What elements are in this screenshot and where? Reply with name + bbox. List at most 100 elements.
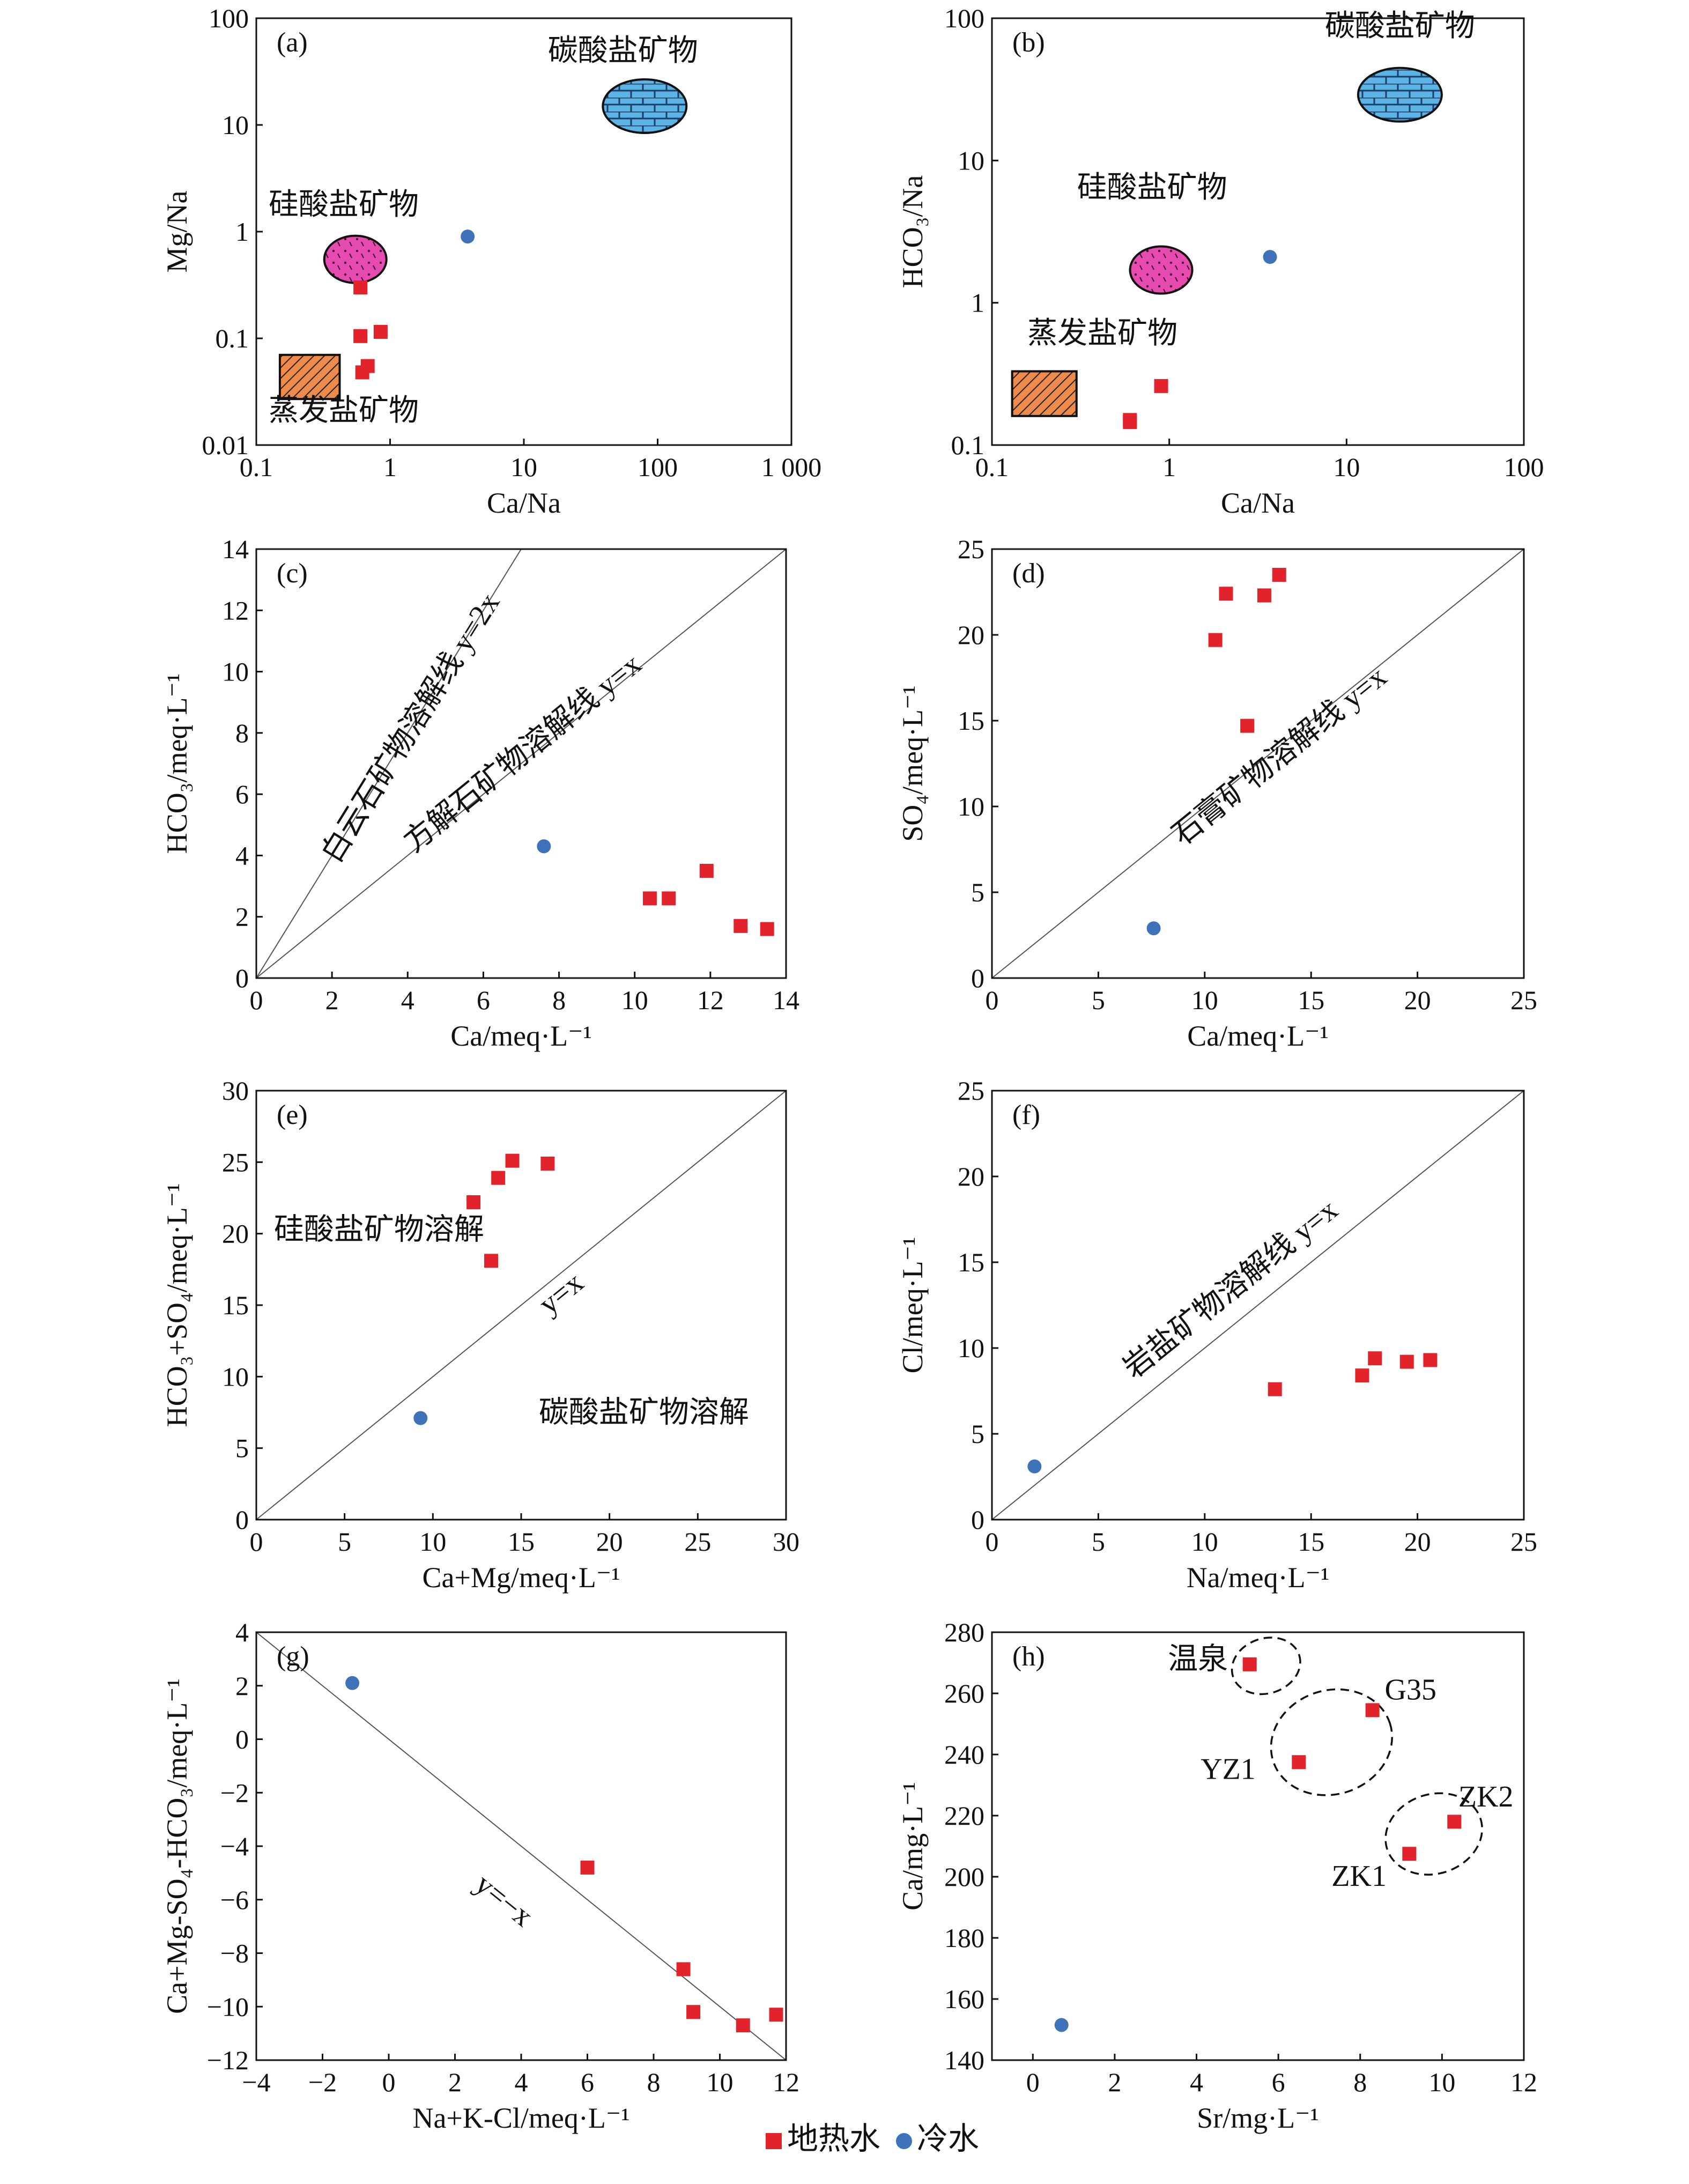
y-tick-label-b-1: 1 bbox=[971, 288, 984, 318]
y-tick-label-b-3: 100 bbox=[944, 3, 984, 33]
x-tick-label-h-2: 4 bbox=[1190, 2067, 1203, 2097]
y-tick-label-c-6: 12 bbox=[222, 595, 249, 625]
y-tick-label-d-5: 25 bbox=[958, 534, 984, 564]
point-label-h-4: ZK1 bbox=[1331, 1860, 1387, 1893]
sample-group-h-0 bbox=[1231, 1637, 1301, 1696]
geothermal-point-h-3 bbox=[1447, 1815, 1462, 1829]
y-tick-label-e-5: 25 bbox=[222, 1147, 249, 1177]
x-tick-label-c-2: 4 bbox=[401, 985, 414, 1015]
y-tick-label-f-4: 20 bbox=[958, 1161, 984, 1191]
cold-water-point-f-0 bbox=[1027, 1459, 1042, 1474]
geothermal-point-g-4 bbox=[769, 2008, 783, 2022]
x-axis-label-g: Na+K-Cl/meq·L⁻¹ bbox=[412, 2102, 629, 2134]
x-tick-label-g-2: 0 bbox=[382, 2067, 396, 2097]
x-tick-label-b-3: 100 bbox=[1504, 452, 1544, 482]
chart-e: y=x 0 5 10 15 20 25 30 0 5 10 15 20 25 30 Ca+Mg/meq·L⁻¹… bbox=[161, 1076, 799, 1594]
panel-title-f: (f) bbox=[1012, 1100, 1040, 1130]
x-tick-label-c-3: 6 bbox=[477, 985, 490, 1015]
reference-line-d-0 bbox=[992, 549, 1524, 978]
y-tick-label-h-2: 180 bbox=[944, 1923, 984, 1953]
geothermal-point-g-2 bbox=[686, 2005, 701, 2019]
panel-title-g: (g) bbox=[277, 1641, 309, 1672]
panel-title-d: (d) bbox=[1012, 558, 1045, 589]
panel-title-c: (c) bbox=[277, 558, 308, 589]
y-tick-label-g-6: 0 bbox=[235, 1724, 249, 1754]
y-tick-label-c-7: 14 bbox=[222, 534, 249, 564]
x-tick-label-g-3: 2 bbox=[448, 2067, 462, 2097]
y-tick-label-e-1: 5 bbox=[235, 1433, 249, 1463]
region-a-1 bbox=[323, 234, 388, 284]
y-tick-label-a-4: 100 bbox=[209, 3, 249, 33]
plot-frame-c bbox=[255, 548, 787, 979]
panel-title-h: (h) bbox=[1012, 1641, 1045, 1672]
chart-g: y=−x −4 −2 0 2 4 6 8 10 12 −12 −10 −8 −6 −4 −2 0 2 4 Na+K-C… bbox=[161, 1617, 799, 2134]
x-tick-label-g-4: 4 bbox=[515, 2067, 528, 2097]
geothermal-point-h-1 bbox=[1365, 1703, 1380, 1717]
y-tick-label-a-1: 0.1 bbox=[216, 323, 249, 353]
reference-line-label-f-0: 岩盐矿物溶解线 y=x bbox=[1117, 1193, 1344, 1385]
x-tick-label-d-3: 15 bbox=[1298, 985, 1324, 1015]
x-tick-label-g-0: −4 bbox=[242, 2067, 270, 2097]
x-tick-label-b-2: 10 bbox=[1333, 452, 1360, 482]
y-tick-label-g-2: −8 bbox=[220, 1938, 249, 1968]
geothermal-point-a-4 bbox=[360, 359, 375, 373]
annotation-e-0: 硅酸盐矿物溶解 bbox=[274, 1213, 484, 1246]
x-tick-label-f-0: 0 bbox=[986, 1527, 999, 1557]
geothermal-point-a-1 bbox=[353, 329, 368, 343]
panel-title-e: (e) bbox=[277, 1100, 308, 1130]
y-tick-label-c-2: 4 bbox=[235, 840, 249, 870]
geothermal-point-d-3 bbox=[1257, 588, 1271, 603]
legend: 地热水 冷水 bbox=[766, 2121, 979, 2156]
y-tick-label-a-0: 0.01 bbox=[202, 430, 249, 460]
y-tick-label-c-1: 2 bbox=[235, 902, 249, 932]
x-tick-label-e-1: 5 bbox=[338, 1527, 351, 1557]
x-axis-label-h: Sr/mg·L⁻¹ bbox=[1197, 2102, 1319, 2134]
x-axis-label-c: Ca/meq·L⁻¹ bbox=[450, 1020, 592, 1052]
x-tick-label-e-3: 15 bbox=[508, 1527, 535, 1557]
y-axis-label-c: HCO₃/meq·L⁻¹ bbox=[161, 673, 193, 854]
x-tick-label-g-1: −2 bbox=[308, 2067, 337, 2097]
y-tick-label-e-6: 30 bbox=[222, 1076, 249, 1106]
x-tick-label-e-4: 20 bbox=[596, 1527, 623, 1557]
geothermal-point-e-2 bbox=[491, 1171, 506, 1185]
y-axis-label-b: HCO₃/Na bbox=[897, 175, 929, 288]
x-tick-label-f-4: 20 bbox=[1404, 1527, 1431, 1557]
y-tick-label-g-1: −10 bbox=[207, 1991, 249, 2022]
legend-label-cold-water: 冷水 bbox=[917, 2121, 979, 2156]
geothermal-point-a-0 bbox=[353, 280, 368, 295]
y-tick-label-g-4: −4 bbox=[220, 1831, 249, 1861]
geothermal-point-f-1 bbox=[1355, 1368, 1369, 1383]
x-axis-label-d: Ca/meq·L⁻¹ bbox=[1187, 1020, 1329, 1052]
y-tick-label-g-7: 2 bbox=[235, 1671, 249, 1701]
x-tick-label-f-1: 5 bbox=[1092, 1527, 1105, 1557]
legend-label-geothermal: 地热水 bbox=[787, 2121, 880, 2156]
y-axis-label-e: HCO₃+SO₄/meq·L⁻¹ bbox=[161, 1183, 193, 1427]
geothermal-point-e-0 bbox=[466, 1195, 481, 1209]
x-tick-label-d-1: 5 bbox=[1092, 985, 1105, 1015]
point-label-h-1: G35 bbox=[1385, 1673, 1436, 1706]
x-tick-label-c-4: 8 bbox=[552, 985, 566, 1015]
y-tick-label-d-3: 15 bbox=[958, 706, 984, 736]
plot-frame-f bbox=[991, 1090, 1525, 1521]
panel-title-a: (a) bbox=[277, 27, 308, 58]
chart-h: 0 2 4 6 8 10 12 140 160 180 200 220 240 260 280 Sr/mg·L… bbox=[897, 1617, 1537, 2134]
y-tick-label-e-4: 20 bbox=[222, 1219, 249, 1249]
geothermal-point-d-1 bbox=[1219, 587, 1233, 601]
x-tick-label-c-1: 2 bbox=[325, 985, 339, 1015]
region-label-b-1: 硅酸盐矿物 bbox=[1077, 171, 1227, 204]
y-tick-label-d-4: 20 bbox=[958, 620, 984, 650]
x-tick-label-a-0: 0.1 bbox=[240, 452, 273, 482]
y-tick-label-c-4: 8 bbox=[235, 718, 249, 748]
y-tick-label-b-0: 0.1 bbox=[951, 430, 985, 460]
geothermal-point-d-4 bbox=[1272, 568, 1286, 582]
reference-line-label-g-0: y=−x bbox=[469, 1867, 539, 1933]
x-tick-label-d-2: 10 bbox=[1191, 985, 1218, 1015]
geothermal-point-f-4 bbox=[1423, 1353, 1438, 1367]
x-tick-label-e-6: 30 bbox=[773, 1527, 799, 1557]
y-axis-label-a: Mg/Na bbox=[161, 190, 193, 272]
reference-line-c-0 bbox=[256, 549, 522, 978]
x-tick-label-f-3: 15 bbox=[1298, 1527, 1324, 1557]
geothermal-point-h-0 bbox=[1242, 1657, 1257, 1671]
